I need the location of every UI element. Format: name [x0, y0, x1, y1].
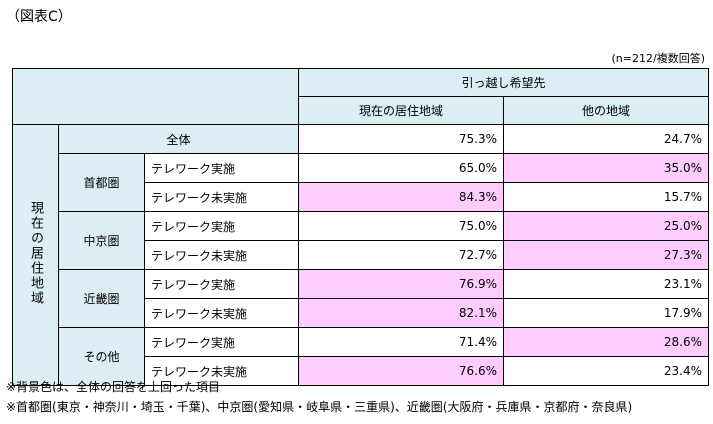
survey-table: 引っ越し希望先 現在の居住地域 他の地域 現在の居住地域 全体 75.3% 24… [12, 68, 709, 386]
header-group: 引っ越し希望先 [298, 68, 709, 97]
other-region-value: 35.0% [503, 153, 709, 183]
other-region-value: 17.9% [503, 298, 709, 328]
table-row: テレワーク未実施 84.3% 15.7% [13, 182, 709, 212]
row-label: テレワーク未実施 [144, 298, 299, 328]
table-row: テレワーク未実施 72.7% 27.3% [13, 240, 709, 270]
current-region-value: 65.0% [298, 153, 504, 183]
header-col-other: 他の地域 [503, 96, 709, 125]
row-label: テレワーク未実施 [144, 356, 299, 386]
other-region-value: 23.1% [503, 269, 709, 299]
other-region-value: 27.3% [503, 240, 709, 270]
current-region-value: 71.4% [298, 327, 504, 357]
row-label: テレワーク実施 [144, 327, 299, 357]
region-label: 首都圏 [58, 153, 145, 212]
row-label: テレワーク未実施 [144, 182, 299, 212]
region-label: 近畿圏 [58, 269, 145, 328]
table-row: その他 テレワーク実施 71.4% 28.6% [13, 327, 709, 386]
table-row: テレワーク未実施 76.6% 23.4% [13, 356, 709, 386]
total-current-value: 75.3% [298, 124, 504, 154]
figure-title: （図表C） [6, 9, 72, 25]
current-region-value: 72.7% [298, 240, 504, 270]
row-label: テレワーク実施 [144, 269, 299, 299]
table-row: 首都圏 テレワーク実施 65.0% 35.0% [13, 153, 709, 212]
other-region-value: 25.0% [503, 211, 709, 241]
row-label: テレワーク未実施 [144, 240, 299, 270]
side-label: 現在の居住地域 [28, 201, 43, 306]
row-label: テレワーク実施 [144, 211, 299, 241]
other-region-value: 28.6% [503, 327, 709, 357]
region-label: その他 [58, 327, 145, 386]
table-row: 中京圏 テレワーク実施 75.0% 25.0% [13, 211, 709, 270]
row-label: テレワーク実施 [144, 153, 299, 183]
current-region-value: 76.9% [298, 269, 504, 299]
region-label: 中京圏 [58, 211, 145, 270]
header-corner [12, 68, 299, 125]
footnote-1: ※背景色は、全体の回答を上回った項目 [6, 380, 221, 394]
footnote-2: ※首都圏(東京・神奈川・埼玉・千葉)、中京圏(愛知県・岐阜県・三重県)、近畿圏(… [6, 400, 633, 414]
table-row: テレワーク未実施 82.1% 17.9% [13, 298, 709, 328]
current-region-value: 75.0% [298, 211, 504, 241]
total-label: 全体 [58, 124, 299, 154]
table-row: 近畿圏 テレワーク実施 76.9% 23.1% [13, 269, 709, 328]
header-col-current: 現在の居住地域 [298, 96, 504, 125]
other-region-value: 23.4% [503, 356, 709, 386]
current-region-value: 84.3% [298, 182, 504, 212]
side-label-cell: 現在の居住地域 [12, 124, 59, 386]
total-other-value: 24.7% [503, 124, 709, 154]
current-region-value: 76.6% [298, 356, 504, 386]
sample-note: (n=212/複数回答) [611, 52, 705, 65]
other-region-value: 15.7% [503, 182, 709, 212]
current-region-value: 82.1% [298, 298, 504, 328]
